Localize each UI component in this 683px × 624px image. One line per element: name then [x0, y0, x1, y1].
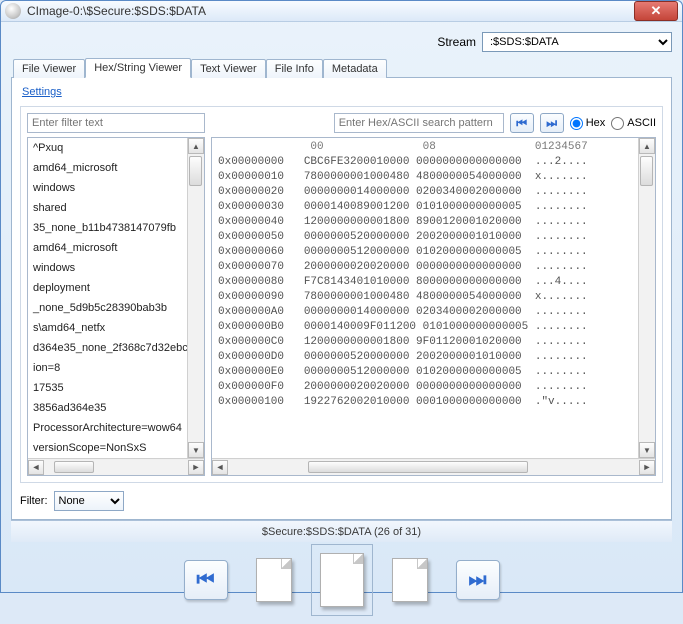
list-item[interactable]: shared — [28, 198, 187, 218]
string-list-vscroll[interactable]: ▲ ▼ — [187, 138, 204, 458]
content-area: Stream :$SDS:$DATA File Viewer Hex/Strin… — [1, 22, 682, 624]
list-item[interactable]: ^Pxuq — [28, 138, 187, 158]
main-row: ^Pxuqamd64_microsoftwindowsshared35_none… — [27, 137, 656, 476]
tab-hex-string-viewer[interactable]: Hex/String Viewer — [85, 58, 191, 78]
tab-file-viewer[interactable]: File Viewer — [13, 59, 85, 78]
page-thumb-prev[interactable] — [256, 558, 292, 602]
search-prev-button[interactable]: ⏮ — [510, 113, 534, 133]
tab-file-info[interactable]: File Info — [266, 59, 323, 78]
app-window: CImage-0:\$Secure:$SDS:$DATA ✕ Stream :$… — [0, 0, 683, 593]
tab-metadata[interactable]: Metadata — [323, 59, 387, 78]
stream-row: Stream :$SDS:$DATA — [11, 30, 672, 54]
string-list-hscroll[interactable]: ◄ ► — [28, 458, 204, 475]
hscroll-thumb[interactable] — [54, 461, 94, 473]
page-nav-footer: ⏮ ⏭ — [11, 542, 672, 618]
hex-hscroll[interactable]: ◄ ► — [212, 458, 655, 475]
titlebar[interactable]: CImage-0:\$Secure:$SDS:$DATA ✕ — [1, 1, 682, 22]
hscroll-thumb[interactable] — [308, 461, 528, 473]
radio-ascii-label: ASCII — [627, 117, 656, 129]
window-title: CImage-0:\$Secure:$SDS:$DATA — [27, 4, 634, 18]
stream-select[interactable]: :$SDS:$DATA — [482, 32, 672, 52]
scroll-right-icon[interactable]: ► — [188, 460, 204, 475]
scroll-up-icon[interactable]: ▲ — [188, 138, 204, 154]
viewer-body: ⏮ ⏭ Hex ASCII — [20, 106, 663, 483]
stream-label: Stream — [437, 35, 476, 49]
hex-vscroll[interactable]: ▲ ▼ — [638, 138, 655, 458]
list-item[interactable]: versionScope=NonSxS — [28, 438, 187, 458]
string-list[interactable]: ^Pxuqamd64_microsoftwindowsshared35_none… — [28, 138, 187, 458]
string-list-panel: ^Pxuqamd64_microsoftwindowsshared35_none… — [27, 137, 205, 476]
list-item[interactable]: amd64_microsoft — [28, 158, 187, 178]
tab-strip: File Viewer Hex/String Viewer Text Viewe… — [11, 56, 672, 78]
list-item[interactable]: 35_none_b11b4738147079fb — [28, 218, 187, 238]
status-text: $Secure:$SDS:$DATA (26 of 31) — [262, 526, 421, 538]
vscroll-thumb[interactable] — [189, 156, 202, 186]
close-button[interactable]: ✕ — [634, 1, 678, 21]
scroll-up-icon[interactable]: ▲ — [639, 138, 655, 154]
list-item[interactable]: 3856ad364e35 — [28, 398, 187, 418]
filter-input[interactable] — [27, 113, 205, 133]
list-item[interactable]: windows — [28, 258, 187, 278]
filter-row: Filter: None — [20, 491, 663, 511]
list-item[interactable]: amd64_microsoft — [28, 238, 187, 258]
list-item[interactable]: ProcessorArchitecture=wow64 — [28, 418, 187, 438]
radio-hex[interactable]: Hex — [570, 117, 606, 130]
page-thumb-current[interactable] — [320, 553, 364, 607]
list-item[interactable]: d364e35_none_2f368c7d32ebc — [28, 338, 187, 358]
list-item[interactable]: 17535 — [28, 378, 187, 398]
app-icon — [5, 3, 21, 19]
filter-select[interactable]: None — [54, 491, 124, 511]
last-page-button[interactable]: ⏭ — [456, 560, 500, 600]
tab-text-viewer[interactable]: Text Viewer — [191, 59, 266, 78]
list-item[interactable]: windows — [28, 178, 187, 198]
scroll-down-icon[interactable]: ▼ — [188, 442, 204, 458]
toolbar-row: ⏮ ⏭ Hex ASCII — [27, 113, 656, 133]
scroll-left-icon[interactable]: ◄ — [28, 460, 44, 475]
vscroll-thumb[interactable] — [640, 156, 653, 186]
search-next-button[interactable]: ⏭ — [540, 113, 564, 133]
radio-hex-input[interactable] — [570, 117, 583, 130]
radio-ascii-input[interactable] — [611, 117, 624, 130]
scroll-down-icon[interactable]: ▼ — [639, 442, 655, 458]
scroll-left-icon[interactable]: ◄ — [212, 460, 228, 475]
radio-hex-label: Hex — [586, 117, 606, 129]
page-thumb-next[interactable] — [392, 558, 428, 602]
filter-label: Filter: — [20, 495, 48, 507]
tab-panel: Settings ⏮ ⏭ Hex — [11, 78, 672, 520]
first-page-button[interactable]: ⏮ — [184, 560, 228, 600]
status-bar: $Secure:$SDS:$DATA (26 of 31) — [11, 520, 672, 542]
list-item[interactable]: deployment — [28, 278, 187, 298]
list-item[interactable]: s\amd64_netfx — [28, 318, 187, 338]
settings-link[interactable]: Settings — [22, 86, 663, 98]
list-item[interactable]: _none_5d9b5c28390bab3b — [28, 298, 187, 318]
radio-ascii[interactable]: ASCII — [611, 117, 656, 130]
hex-dump[interactable]: 00 08 01234567 0x00000000 CBC6FE32000100… — [212, 138, 638, 458]
scroll-right-icon[interactable]: ► — [639, 460, 655, 475]
list-item[interactable]: ion=8 — [28, 358, 187, 378]
hex-panel: 00 08 01234567 0x00000000 CBC6FE32000100… — [211, 137, 656, 476]
search-input[interactable] — [334, 113, 504, 133]
